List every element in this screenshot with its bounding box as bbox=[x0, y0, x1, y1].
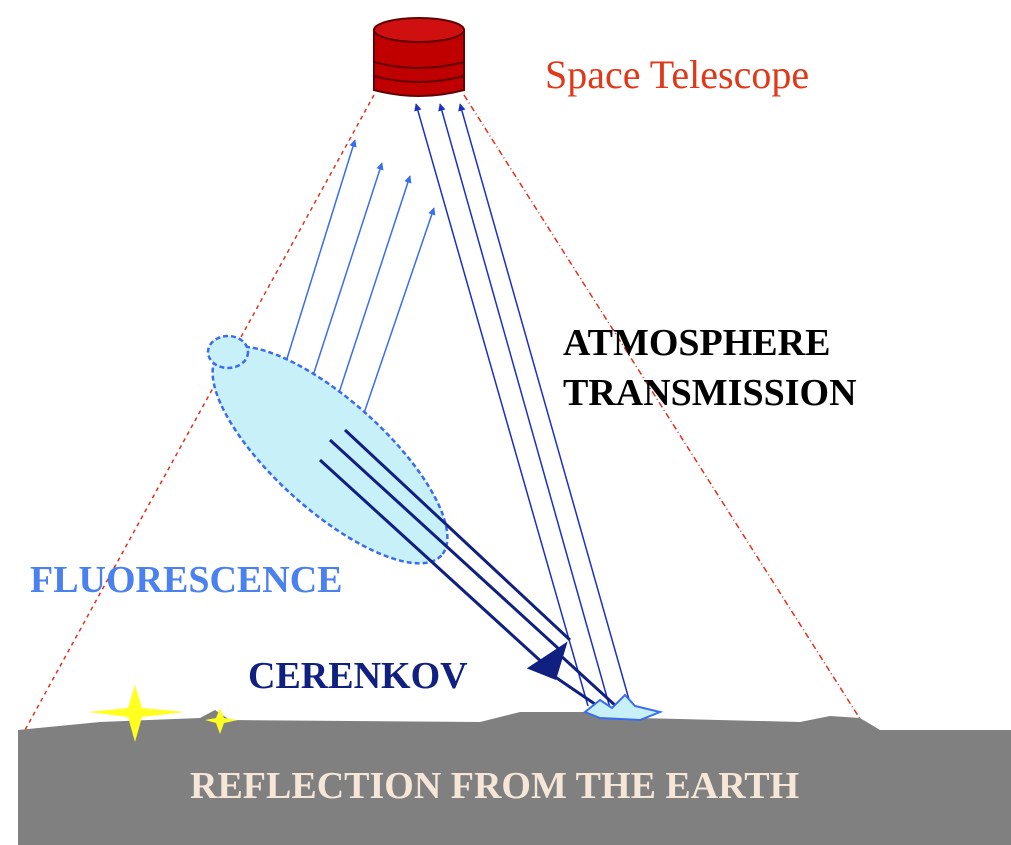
stars bbox=[88, 685, 238, 742]
impact bbox=[583, 693, 664, 722]
ground bbox=[18, 710, 1011, 845]
fluorescence-label: FLUORESCENCE bbox=[30, 559, 343, 601]
reflection-label: REFLECTION FROM THE EARTH bbox=[190, 765, 799, 807]
transmission-rays bbox=[414, 103, 633, 711]
telescope-label: Space Telescope bbox=[545, 52, 809, 97]
fluorescence-rays bbox=[284, 139, 436, 426]
atmosphere-label: ATMOSPHERE bbox=[563, 322, 830, 364]
fov-line bbox=[24, 94, 375, 731]
shower bbox=[206, 334, 449, 565]
atmosphere-label: TRANSMISSION bbox=[563, 372, 857, 414]
cerenkov-label: CERENKOV bbox=[248, 655, 468, 697]
telescope bbox=[373, 17, 465, 97]
